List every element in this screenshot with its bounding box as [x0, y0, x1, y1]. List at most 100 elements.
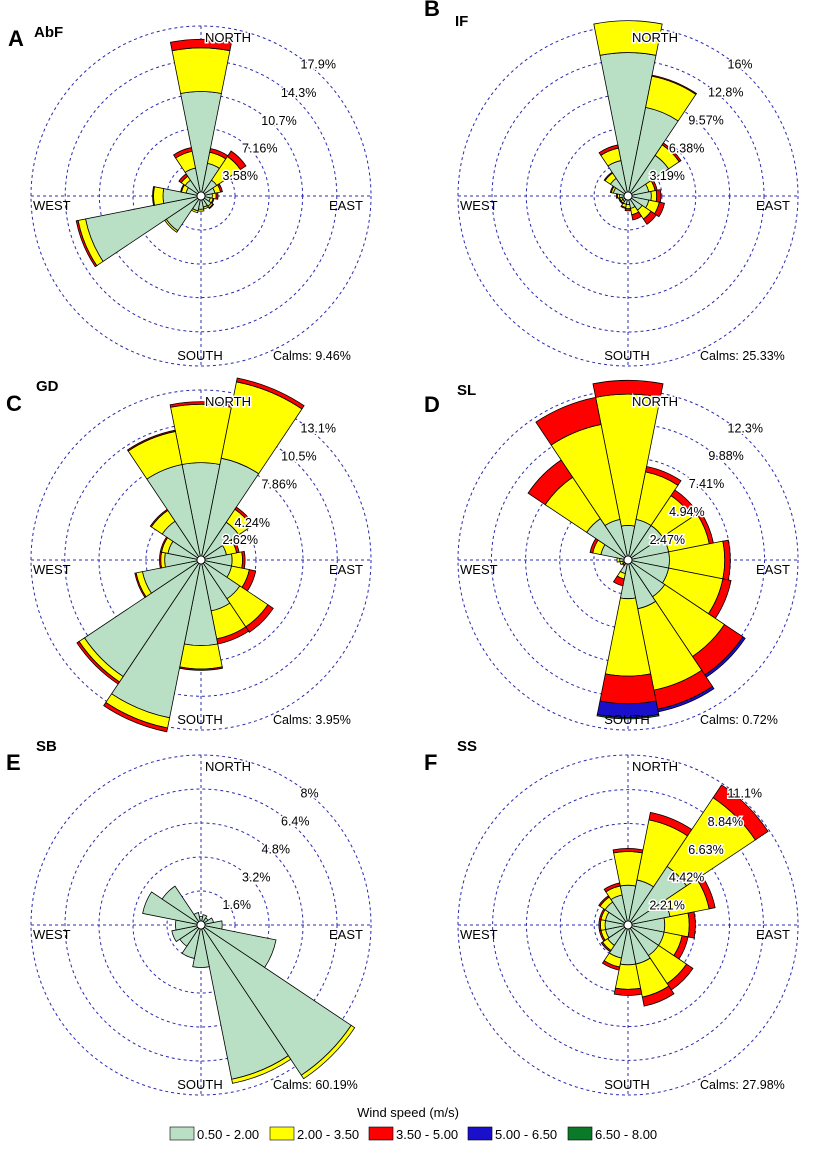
legend-item-1: 0.50 - 2.00	[169, 1126, 259, 1142]
ring-label-1: 3.19%	[649, 169, 684, 183]
petal-s11-b2	[75, 219, 98, 268]
petal-s0-b1	[171, 47, 231, 95]
petal-s4-b1	[650, 189, 658, 203]
direction-west: WEST	[33, 198, 71, 213]
wind-rose-sl: 2.47% 4.94% 7.41% 9.88% 12.3% NORTH SOUTH EAST W…	[424, 379, 799, 731]
ring-label-3: 4.8%	[262, 842, 291, 856]
legend-swatch	[567, 1126, 593, 1141]
ring-label-5: 17.9%	[301, 58, 336, 72]
legend-swatch	[269, 1126, 295, 1141]
petal-s4-b2	[687, 911, 696, 939]
panel-letter: E	[6, 750, 21, 775]
petal-s6-b2	[642, 210, 657, 225]
petal-s8-b1	[197, 208, 205, 212]
petal-s15-b2	[126, 429, 176, 452]
petal-s1-b2	[235, 377, 305, 410]
petal-s1-b2	[645, 465, 682, 486]
petal-s8-b2	[624, 208, 632, 212]
center-hub	[196, 920, 206, 930]
petal-s1-b2	[651, 74, 698, 95]
legend-label: 0.50 - 2.00	[197, 1127, 259, 1142]
petal-s15-b2	[173, 147, 193, 159]
petal-s10-b2	[76, 640, 121, 685]
panel-letter: F	[424, 750, 437, 775]
calms-value: Calms: 25.33%	[700, 349, 785, 363]
ring-label-3: 6.63%	[688, 843, 723, 857]
petal-s4-b2	[241, 550, 246, 570]
legend-label: 6.50 - 8.00	[595, 1127, 657, 1142]
legend: Wind speed (m/s) 0.50 - 2.00 2.00 - 3.50 3.…	[169, 1105, 657, 1142]
direction-east: EAST	[756, 562, 790, 577]
legend-label: 5.00 - 6.50	[495, 1127, 557, 1142]
legend-item-3: 3.50 - 5.00	[368, 1126, 458, 1142]
petals	[593, 20, 698, 225]
petal-s6-b2	[208, 203, 215, 210]
calms-value: Calms: 60.19%	[273, 1078, 358, 1092]
ring-label-2: 3.2%	[242, 870, 271, 884]
ring-label-4: 9.88%	[708, 449, 743, 463]
ring-label-4: 12.8%	[708, 86, 743, 100]
legend-item-5: 6.50 - 8.00	[567, 1126, 657, 1142]
ring-label-5: 11.1%	[728, 787, 763, 801]
direction-east: EAST	[329, 927, 363, 942]
direction-south: SOUTH	[604, 1077, 650, 1092]
site-label: SB	[36, 738, 57, 755]
ring-label-4: 8.84%	[708, 815, 743, 829]
direction-east: EAST	[756, 927, 790, 942]
petals	[527, 379, 746, 720]
direction-north: NORTH	[205, 30, 251, 45]
petal-s9-b2	[601, 960, 621, 971]
petal-s7-b2	[641, 985, 675, 1007]
site-label: SL	[457, 382, 476, 399]
direction-west: WEST	[33, 562, 71, 577]
wind-rose-abf: 3.58% 7.16% 10.7% 14.3% 17.9% NORTH SOUTH EAST W…	[8, 24, 372, 367]
petal-s7-b1	[231, 1055, 292, 1084]
petal-s8-b2	[613, 987, 643, 996]
wind-rose-gd: 2.62% 4.24% 7.86% 10.5% 13.1% NORTH SOUTH EAST W…	[6, 377, 372, 733]
ring-label-4: 10.5%	[281, 449, 316, 463]
legend-swatch	[169, 1126, 195, 1141]
petal-s9-b2	[103, 701, 169, 733]
wind-rose-if: 3.19% 6.38% 9.57% 12.8% 16% NORTH SOUTH EAST WES…	[424, 0, 799, 367]
panel-letter: C	[6, 391, 22, 416]
direction-north: NORTH	[205, 759, 251, 774]
ring-label-3: 9.57%	[688, 114, 723, 128]
petal-s12-b2	[152, 186, 155, 206]
ring-label-1: 1.6%	[223, 898, 252, 912]
petals	[76, 377, 305, 733]
direction-east: EAST	[329, 562, 363, 577]
direction-north: NORTH	[632, 30, 678, 45]
ring-label-5: 13.1%	[301, 422, 336, 436]
petal-s8-b4	[596, 714, 660, 720]
direction-west: WEST	[460, 927, 498, 942]
petal-s8-b1	[179, 643, 223, 670]
petal-s10-b2	[600, 941, 612, 953]
direction-west: WEST	[460, 198, 498, 213]
legend-label: 3.50 - 5.00	[396, 1127, 458, 1142]
petal-s4-b2	[215, 192, 219, 200]
legend-label: 2.00 - 3.50	[297, 1127, 359, 1142]
panels: 3.58% 7.16% 10.7% 14.3% 17.9% NORTH SOUTH EAST W…	[6, 0, 799, 1096]
petal-s6-b1	[300, 1024, 356, 1080]
petal-s9-b2	[620, 205, 627, 209]
petals	[75, 38, 247, 268]
site-label: AbF	[34, 24, 63, 41]
petal-s11-b2	[134, 572, 147, 599]
ring-label-3: 7.86%	[262, 477, 297, 491]
petal-s4-b2	[655, 189, 662, 203]
site-label: GD	[36, 378, 59, 395]
petals	[142, 885, 356, 1084]
ring-4	[64, 59, 338, 333]
direction-west: WEST	[33, 927, 71, 942]
legend-swatch	[368, 1126, 394, 1141]
wind-rose-sb: 1.6% 3.2% 4.8% 6.4% 8% NORTH SOUTH EAST WEST Calm…	[6, 738, 372, 1096]
petal-s15-b2	[603, 882, 621, 893]
calms-value: Calms: 27.98%	[700, 1078, 785, 1092]
direction-south: SOUTH	[177, 348, 223, 363]
ring-label-4: 6.4%	[281, 815, 310, 829]
legend-item-4: 5.00 - 6.50	[467, 1126, 557, 1142]
petal-s2-b2	[661, 142, 682, 163]
petals	[598, 784, 769, 1007]
ring-label-2: 6.38%	[669, 141, 704, 155]
